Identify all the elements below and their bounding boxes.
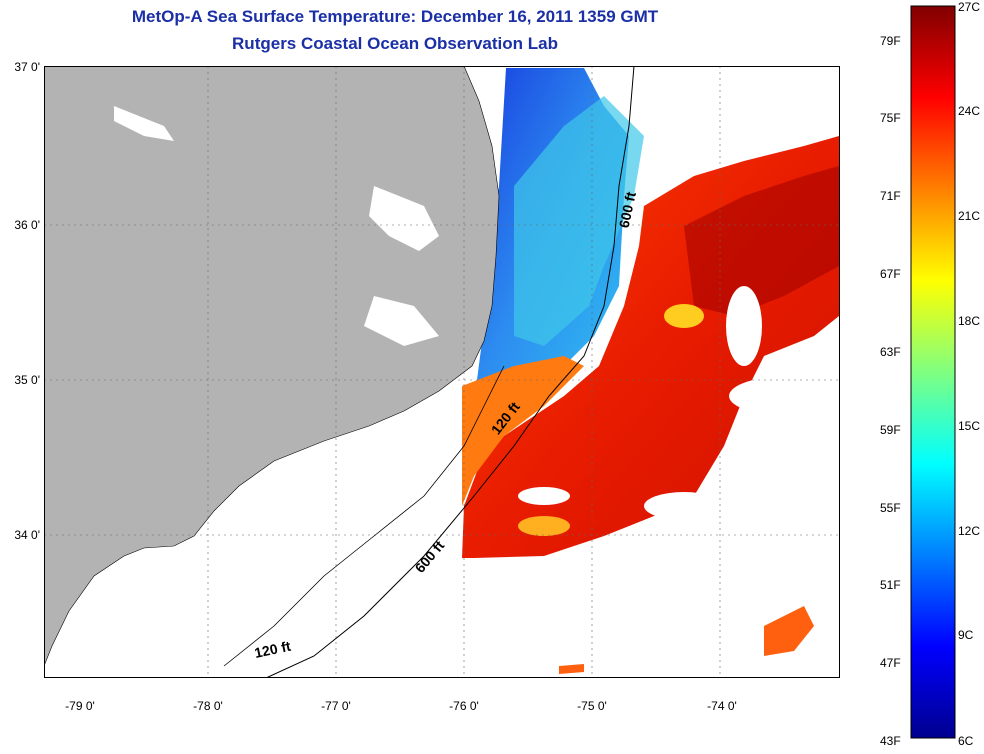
cold-water-cyan <box>514 96 644 346</box>
lon-label-75: -75 0' <box>577 699 607 713</box>
lon-label-78: -78 0' <box>193 699 223 713</box>
lat-label-35: 35 0' <box>14 373 40 387</box>
cbar-f-55: 55F <box>880 501 901 515</box>
cbar-f-63: 63F <box>880 345 901 359</box>
colorbar-gradient <box>910 5 956 739</box>
contour-600ft <box>265 66 635 678</box>
cbar-f-59: 59F <box>880 423 901 437</box>
lon-label-79: -79 0' <box>65 699 95 713</box>
lat-label-34: 34 0' <box>14 528 40 542</box>
sst-map: 600 ft 120 ft 600 ft 120 ft <box>44 66 840 678</box>
lon-label-77: -77 0' <box>321 699 351 713</box>
cbar-c-9: 9C <box>958 628 974 642</box>
lat-label-36: 36 0' <box>14 218 40 232</box>
cbar-f-51: 51F <box>880 578 901 592</box>
warm-water-orange <box>462 356 584 506</box>
colorbar <box>910 5 956 739</box>
cbar-f-67: 67F <box>880 267 901 281</box>
cbar-f-43: 43F <box>880 734 901 748</box>
cbar-f-71: 71F <box>880 189 901 203</box>
cbar-c-27: 27C <box>958 0 981 14</box>
orange-patch <box>518 516 570 536</box>
inland-lake <box>114 106 174 141</box>
lon-label-76: -76 0' <box>449 699 479 713</box>
map-title: MetOp-A Sea Surface Temperature: Decembe… <box>131 7 659 26</box>
cbar-c-24: 24C <box>958 104 981 118</box>
warm-patch <box>764 606 814 656</box>
cbar-c-21: 21C <box>958 209 981 223</box>
lon-label-74: -74 0' <box>707 699 737 713</box>
pamlico-sound <box>364 296 439 346</box>
cloud-gap <box>644 492 724 520</box>
cloud-gap <box>729 376 840 416</box>
albemarle-sound <box>369 186 439 251</box>
contour-label-120-lower: 120 ft <box>253 638 292 661</box>
cbar-c-15: 15C <box>958 419 981 433</box>
cloud-gap <box>518 487 570 505</box>
cbar-f-75: 75F <box>880 111 901 125</box>
cbar-c-18: 18C <box>958 314 981 328</box>
map-frame <box>44 66 840 678</box>
cbar-c-12: 12C <box>958 524 981 538</box>
cbar-f-79: 79F <box>880 34 901 48</box>
contour-label-600-upper: 600 ft <box>616 190 639 229</box>
graticule <box>44 66 840 678</box>
warm-patch <box>559 664 584 674</box>
map-subtitle: Rutgers Coastal Ocean Observation Lab <box>232 34 558 53</box>
warm-core <box>684 166 839 316</box>
cloud-gap <box>726 286 762 366</box>
cbar-f-47: 47F <box>880 656 901 670</box>
lat-label-37: 37 0' <box>14 60 40 74</box>
cbar-c-6: 6C <box>958 734 974 748</box>
yellow-patch <box>664 304 704 328</box>
contour-120ft <box>223 365 505 667</box>
